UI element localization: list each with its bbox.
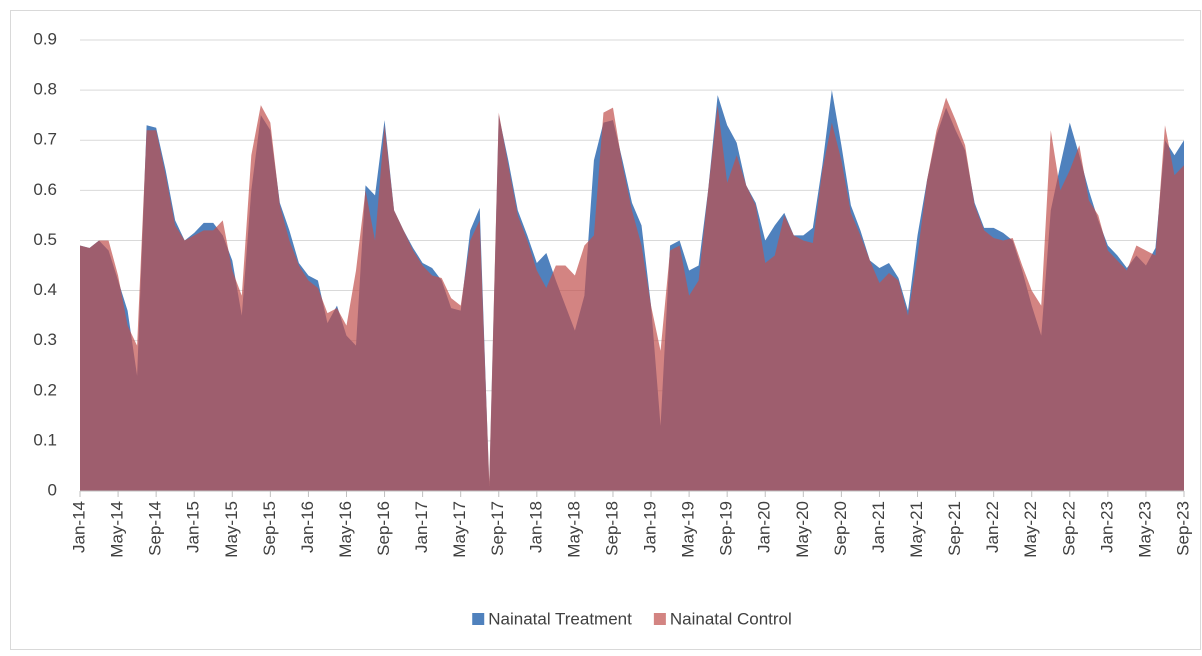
chart-frame (10, 10, 1201, 650)
y-tick-label: 0 (48, 480, 57, 499)
y-tick-label: 0.7 (33, 130, 57, 149)
x-tick-label: Jan-17 (412, 501, 431, 553)
x-tick-label: Sep-18 (602, 501, 621, 556)
x-tick-label: Sep-14 (146, 501, 165, 556)
x-tick-label: Jan-20 (755, 501, 774, 553)
x-tick-label: May-23 (1135, 501, 1154, 558)
legend-label: Nainatal Treatment (488, 609, 632, 628)
x-tick-label: May-18 (564, 501, 583, 558)
x-tick-label: Sep-19 (717, 501, 736, 556)
y-tick-label: 0.6 (33, 180, 57, 199)
x-tick-label: Sep-17 (488, 501, 507, 556)
y-tick-label: 0.3 (33, 330, 57, 349)
x-tick-label: Jan-23 (1097, 501, 1116, 553)
y-tick-label: 0.2 (33, 380, 57, 399)
x-tick-label: Jan-21 (869, 501, 888, 553)
legend: Nainatal Treatment Nainatal Control (472, 609, 792, 628)
y-tick-label: 0.5 (33, 230, 57, 249)
x-tick-label: Sep-21 (945, 501, 964, 556)
x-tick-label: Jan-19 (641, 501, 660, 553)
x-tick-label: May-22 (1021, 501, 1040, 558)
x-tick-label: Sep-23 (1173, 501, 1192, 556)
x-tick-label: Sep-22 (1059, 501, 1078, 556)
x-tick-label: May-19 (679, 501, 698, 558)
x-tick-label: Jan-16 (298, 501, 317, 553)
y-tick-label: 0.1 (33, 430, 57, 449)
legend-swatch (653, 613, 666, 625)
x-tick-label: May-21 (907, 501, 926, 558)
y-tick-label: 0.4 (33, 280, 57, 299)
x-tick-label: May-17 (450, 501, 469, 558)
x-tick-label: Jan-15 (184, 501, 203, 553)
y-tick-label: 0.9 (33, 29, 57, 48)
x-tick-label: Jan-14 (69, 501, 88, 553)
y-tick-label: 0.8 (33, 80, 57, 99)
x-tick-label: Sep-16 (374, 501, 393, 556)
x-tick-label: May-14 (108, 501, 127, 558)
x-tick-label: May-16 (336, 501, 355, 558)
x-tick-label: Jan-22 (983, 501, 1002, 553)
x-tick-label: May-20 (793, 501, 812, 558)
area (80, 97, 1184, 491)
legend-swatch (472, 613, 485, 625)
x-tick-label: Sep-20 (831, 501, 850, 556)
x-tick-label: Jan-18 (526, 501, 545, 553)
x-tick-label: May-15 (222, 501, 241, 558)
legend-label: Nainatal Control (670, 609, 792, 628)
x-tick-label: Sep-15 (260, 501, 279, 556)
